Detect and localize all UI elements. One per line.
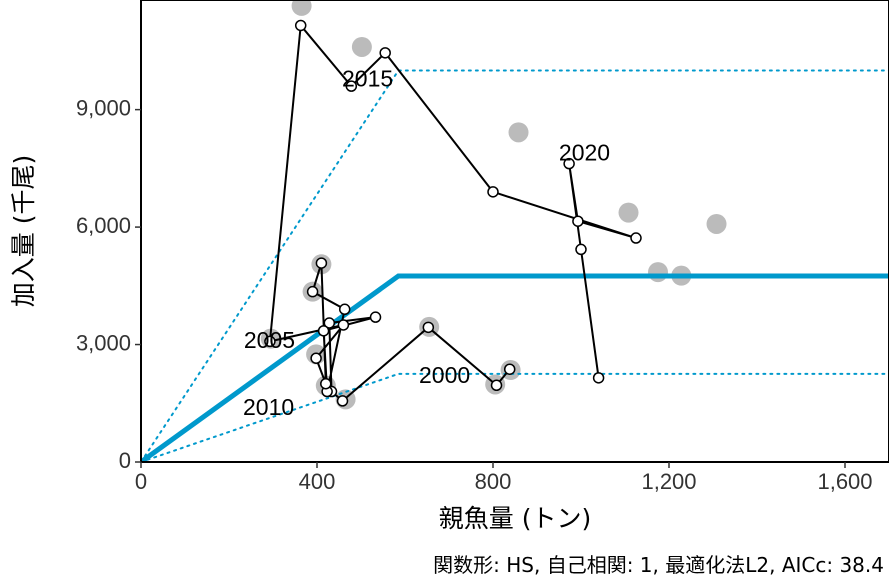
y-axis-title: 加入量 (千尾) (9, 155, 38, 307)
year-label-2010: 2010 (243, 394, 294, 420)
year-label-2005: 2005 (244, 327, 295, 353)
x-tick-label-4: 1,600 (817, 469, 872, 494)
hockey-stick-fit-line (141, 273, 889, 462)
background-point-0 (291, 0, 312, 16)
axes: 0 400 800 1,200 1,600 0 3,000 6,000 9,000 親魚量 (トン… (9, 0, 889, 577)
y-tick-label-0: 0 (119, 448, 131, 473)
trajectory-point-1998 (503, 363, 516, 375)
y-tick-label-2: 6,000 (76, 213, 131, 238)
x-axis-title: 親魚量 (トン) (439, 504, 591, 533)
background-point-2 (508, 122, 529, 143)
lower-interval-line (141, 372, 889, 462)
trajectory-line (268, 24, 637, 402)
trajectory-point-2022 (592, 372, 605, 384)
background-point-5 (648, 262, 668, 283)
trajectory-point-2003 (323, 317, 336, 329)
trajectory-point-2005 (317, 325, 330, 337)
trajectory-point-2021 (575, 243, 587, 256)
trajectory-point-2004 (369, 311, 382, 323)
trajectory-point-2011 (310, 352, 322, 364)
y-tick-label-3: 9,000 (76, 95, 131, 120)
x-tick-label-3: 1,200 (641, 469, 696, 494)
year-label-2000: 2000 (419, 362, 470, 388)
trajectory-point-2015 (345, 80, 358, 92)
trajectory-point-2013 (264, 335, 276, 348)
trajectory-point-2001 (336, 395, 349, 407)
background-point-4 (706, 213, 727, 234)
trajectory-point-2014 (294, 19, 307, 32)
x-tick-label-1: 400 (299, 469, 336, 494)
trajectory-point-2009 (315, 257, 328, 269)
trajectory-point-2010 (320, 377, 332, 390)
y-tick-label-1: 3,000 (76, 330, 131, 355)
trajectory-point-2020 (563, 157, 575, 170)
x-tick-label-2: 800 (475, 469, 512, 494)
trajectory-point-2018 (630, 232, 642, 244)
trajectory-point-2000 (422, 321, 435, 334)
background-point-1 (351, 36, 372, 57)
trajectory-point-1999 (490, 379, 503, 392)
plot-area: 2000 2005 2010 2015 2020 (141, 0, 889, 462)
year-label-2015: 2015 (342, 66, 393, 92)
caption: 関数形: HS, 自己相関: 1, 最適化法L2, AICc: 38.4 (433, 553, 884, 577)
trajectory-point-2012 (337, 319, 350, 331)
year-label-2020: 2020 (559, 140, 610, 166)
background-point-3 (618, 202, 639, 223)
panel-frame (140, 0, 889, 463)
trajectory-point-2008 (306, 285, 319, 298)
trajectory-point-2019 (572, 215, 584, 227)
trajectory-point-2017 (487, 186, 499, 198)
trajectory-point-2016 (379, 47, 391, 59)
panel-content: 2000 2005 2010 2015 2020 (141, 0, 889, 462)
x-tick-label-0: 0 (135, 469, 147, 494)
trajectory-point-2007 (338, 303, 351, 316)
